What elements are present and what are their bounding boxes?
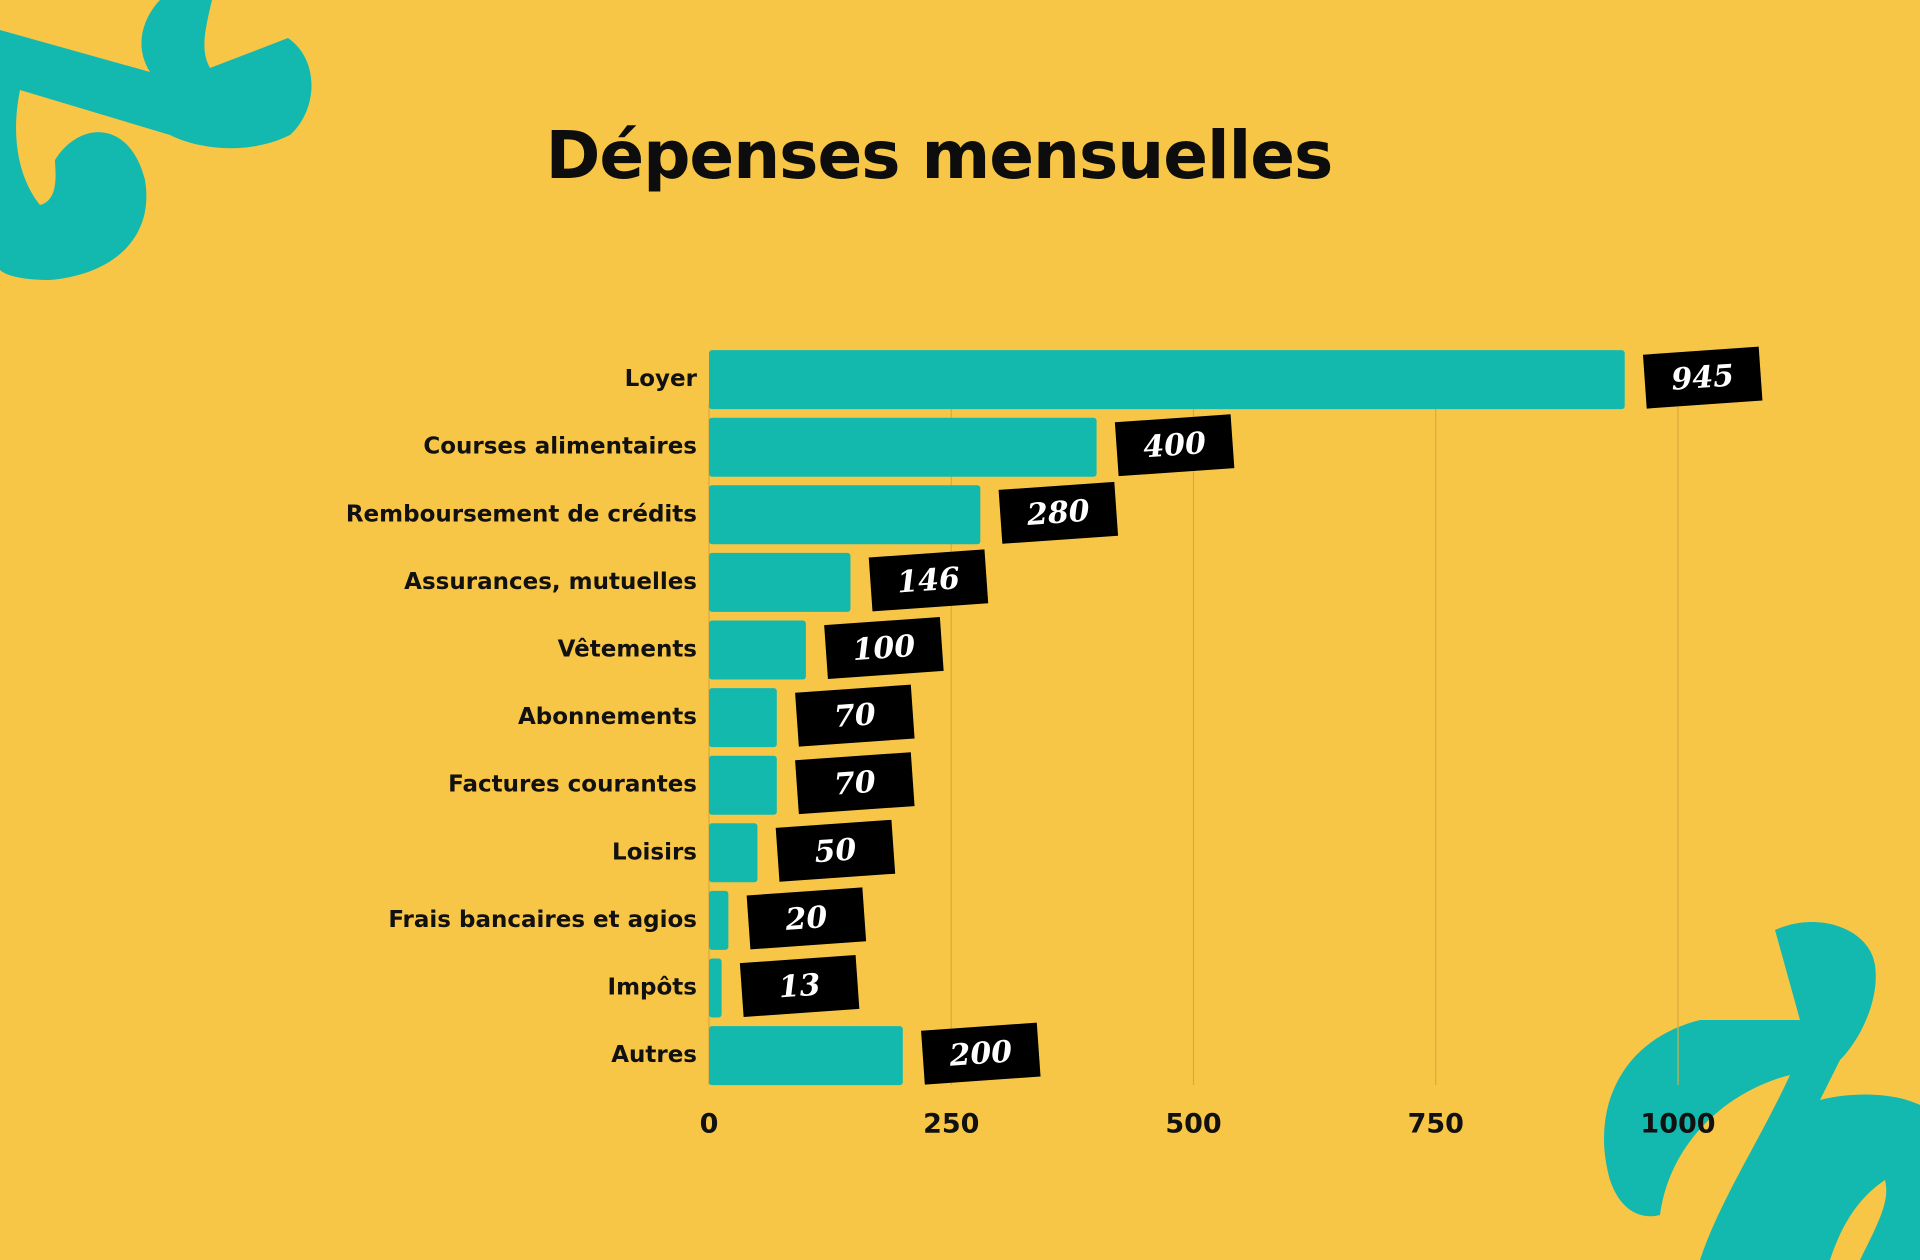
bar	[709, 417, 1097, 477]
value-label-box	[739, 955, 860, 1017]
value-label: 20	[783, 900, 828, 938]
value-label-box	[746, 887, 867, 950]
bar	[709, 350, 1625, 410]
value-label-group: 50	[775, 819, 896, 882]
value-label-box	[1114, 414, 1235, 477]
bar	[709, 890, 729, 950]
value-label: 280	[1025, 494, 1091, 533]
y-tick-label: Abonnements	[518, 704, 697, 730]
value-label: 50	[813, 832, 857, 870]
value-label: 70	[833, 697, 877, 735]
y-tick-label: Assurances, mutuelles	[404, 569, 697, 595]
value-label-box	[921, 1022, 1041, 1085]
bar	[709, 620, 806, 680]
value-label-group: 70	[795, 684, 915, 747]
y-tick-label: Impôts	[608, 975, 697, 1001]
value-label-group: 100	[824, 617, 944, 679]
x-tick-label: 1000	[1640, 1109, 1715, 1140]
value-label: 200	[947, 1034, 1013, 1073]
value-label-group: 945	[1642, 346, 1763, 409]
value-label: 100	[851, 629, 916, 668]
bar	[709, 958, 722, 1018]
value-label: 70	[833, 765, 877, 803]
x-tick-label: 0	[700, 1109, 719, 1140]
x-tick-label: 250	[923, 1109, 979, 1140]
value-label: 945	[1670, 358, 1735, 397]
value-label: 146	[896, 561, 961, 600]
bar	[709, 755, 777, 815]
y-tick-label: Frais bancaires et agios	[388, 907, 697, 933]
x-tick-label: 750	[1408, 1109, 1464, 1140]
value-label-group: 70	[795, 752, 915, 815]
value-label-group: 20	[746, 887, 867, 950]
value-label-group: 200	[921, 1022, 1041, 1085]
y-tick-label: Vêtements	[558, 637, 697, 663]
chart-title: Dépenses mensuelles	[546, 117, 1333, 194]
y-tick-label: Loyer	[625, 366, 698, 392]
value-label-box	[775, 819, 896, 882]
x-tick-label: 500	[1165, 1109, 1221, 1140]
y-tick-label: Loisirs	[612, 839, 697, 865]
y-tick-label: Courses alimentaires	[423, 434, 697, 460]
bar	[709, 688, 777, 748]
y-tick-label: Remboursement de crédits	[346, 501, 697, 527]
y-tick-label: Autres	[611, 1042, 697, 1068]
value-label: 400	[1142, 426, 1207, 465]
bar	[709, 485, 981, 545]
value-label-box	[1642, 346, 1763, 409]
value-label: 13	[778, 968, 822, 1006]
value-label-box	[998, 481, 1119, 544]
value-label-group: 146	[868, 549, 989, 612]
bar	[709, 1026, 903, 1086]
value-label-group: 400	[1114, 414, 1235, 477]
value-label-box	[795, 684, 915, 747]
value-label-group: 13	[739, 955, 860, 1017]
bar	[709, 823, 758, 883]
value-label-box	[824, 617, 944, 679]
value-label-box	[868, 549, 989, 612]
value-label-group: 280	[998, 481, 1119, 544]
value-label-box	[795, 752, 915, 815]
y-tick-label: Factures courantes	[448, 772, 697, 798]
bar	[709, 552, 851, 612]
